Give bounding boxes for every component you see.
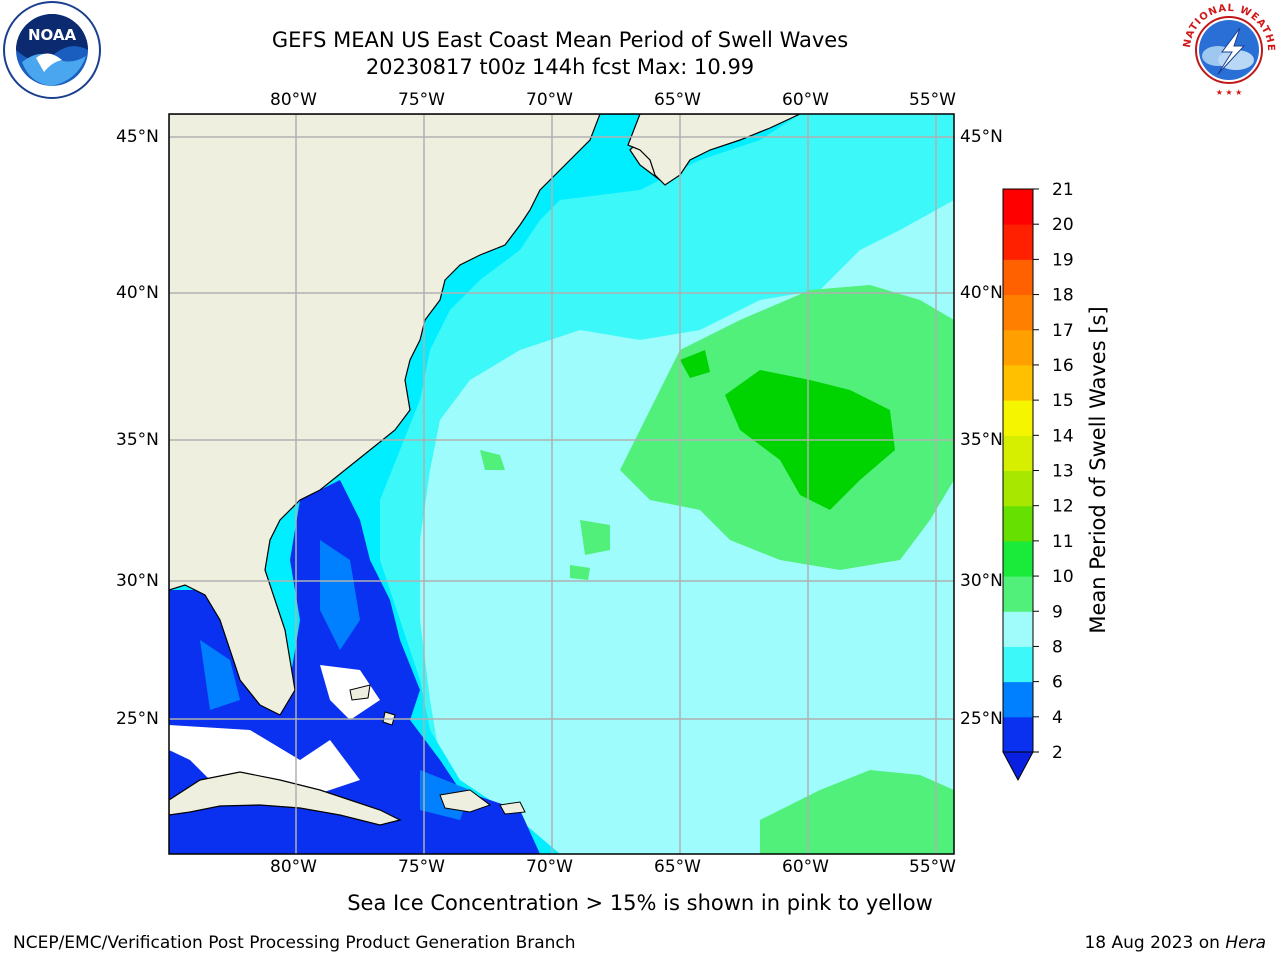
credit-right: 18 Aug 2023 on Hera: [1084, 933, 1266, 953]
colorbar-extend: [1002, 751, 1034, 782]
nws-logo-icon: NATIONAL WEATHER SERVICE ★ ★ ★: [1178, 0, 1277, 98]
land-cuba: [169, 771, 402, 826]
colorbar-tick-label: 21: [1052, 180, 1074, 200]
lat-label-right: 45°N: [960, 127, 1003, 147]
lat-label-right: 40°N: [960, 283, 1003, 303]
colorbar-title: Mean Period of Swell Waves [s]: [1086, 306, 1110, 634]
lon-label-bottom: 75°W: [398, 857, 445, 877]
colorbar-segment: [1003, 576, 1033, 612]
colorbar-tick-label: 14: [1052, 426, 1074, 446]
colorbar-segment: [1003, 646, 1033, 683]
lon-label-bottom: 60°W: [782, 857, 829, 877]
masked-area: [169, 665, 380, 800]
map-title: GEFS MEAN US East Coast Mean Period of S…: [271, 28, 849, 52]
lon-label-top: 60°W: [782, 90, 829, 110]
land-islands: [349, 684, 526, 815]
sea-ice-note: Sea Ice Concentration > 15% is shown in …: [347, 891, 933, 915]
credit-date: 18 Aug 2023 on: [1084, 933, 1220, 953]
colorbar-tick-label: 4: [1052, 708, 1063, 728]
lat-label-right: 25°N: [960, 709, 1003, 729]
colorbar: [1002, 188, 1034, 782]
colorbar-segment: [1003, 294, 1033, 331]
colorbar-tick-label: 18: [1052, 286, 1074, 306]
colorbar-segment: [1003, 681, 1033, 718]
colorbar-tick-label: 6: [1052, 673, 1063, 693]
contour-9-10-spots: [480, 450, 610, 580]
colorbar-segment: [1003, 329, 1033, 366]
colorbar-segment: [1003, 540, 1033, 577]
colorbar-tick-label: 11: [1052, 532, 1074, 552]
lon-label-top: 55°W: [909, 90, 956, 110]
lat-label-left: 45°N: [116, 127, 159, 147]
colorbar-tick-label: 12: [1052, 497, 1074, 517]
colorbar-segment: [1003, 505, 1033, 542]
colorbar-tick-label: 10: [1052, 567, 1074, 587]
svg-text:★ ★ ★: ★ ★ ★: [1216, 88, 1243, 97]
colorbar-tick-label: 8: [1052, 637, 1063, 657]
lon-label-top: 80°W: [270, 90, 317, 110]
contour-10-11: [680, 350, 895, 510]
colorbar-ticks: 2 4 6 8 9 10 11 12 13 14 15 16 17 18 19 20 21: [1033, 180, 1074, 763]
colorbar-tick-label: 19: [1052, 250, 1074, 270]
lat-label-right: 35°N: [960, 430, 1003, 450]
lon-label-top: 75°W: [398, 90, 445, 110]
colorbar-tick-label: 20: [1052, 215, 1074, 235]
colorbar-segment: [1003, 470, 1033, 507]
lat-label-left: 25°N: [116, 709, 159, 729]
map-frame: [168, 113, 955, 855]
colorbar-segment: [1003, 716, 1033, 753]
colorbar-segment: [1003, 224, 1033, 260]
map-subtitle: 20230817 t00z 144h fcst Max: 10.99: [365, 55, 755, 79]
lat-label-left: 40°N: [116, 283, 159, 303]
lon-label-top: 70°W: [526, 90, 573, 110]
colorbar-tick-label: 16: [1052, 356, 1074, 376]
noaa-logo-text: NOAA: [28, 26, 77, 44]
colorbar-segment: [1003, 364, 1033, 401]
colorbar-segment: [1003, 400, 1033, 436]
colorbar-segment: [1003, 189, 1033, 225]
credit-left: NCEP/EMC/Verification Post Processing Pr…: [13, 933, 576, 953]
colorbar-tick-label: 2: [1052, 743, 1063, 763]
noaa-logo-icon: NOAA: [3, 1, 101, 99]
contour-4-patch: [200, 540, 470, 820]
lon-label-top: 65°W: [654, 90, 701, 110]
colorbar-segment: [1003, 611, 1033, 647]
colorbar-tick-label: 9: [1052, 602, 1063, 622]
colorbar-tick-label: 17: [1052, 321, 1074, 341]
graticule: [169, 114, 954, 854]
lon-label-bottom: 65°W: [654, 857, 701, 877]
lat-label-left: 35°N: [116, 430, 159, 450]
lon-label-bottom: 80°W: [270, 857, 317, 877]
lon-label-bottom: 70°W: [526, 857, 573, 877]
colorbar-tick-label: 15: [1052, 391, 1074, 411]
colorbar-tick-label: 13: [1052, 462, 1074, 482]
colorbar-segment: [1003, 259, 1033, 296]
credit-machine: Hera: [1225, 933, 1266, 953]
lon-label-bottom: 55°W: [909, 857, 956, 877]
colorbar-segment: [1003, 435, 1033, 471]
lat-label-right: 30°N: [960, 571, 1003, 591]
lat-label-left: 30°N: [116, 571, 159, 591]
